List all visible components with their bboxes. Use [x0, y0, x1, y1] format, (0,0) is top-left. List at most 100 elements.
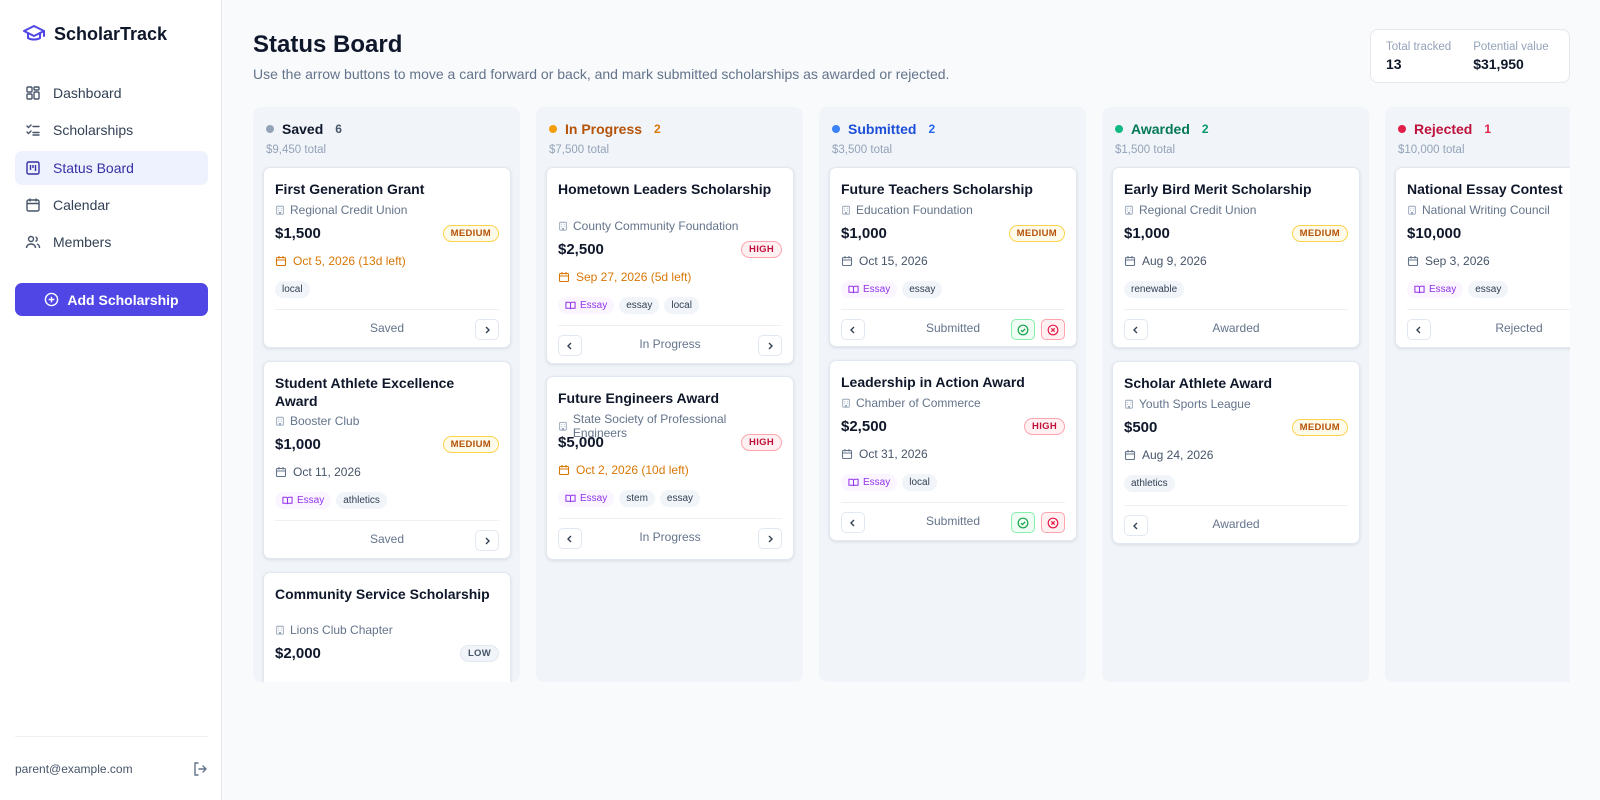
tag: local	[664, 297, 699, 314]
card-title: Early Bird Merit Scholarship	[1124, 181, 1312, 197]
chevron-left-icon	[1133, 326, 1138, 333]
status-dot	[1398, 125, 1406, 133]
sidebar-item-calendar[interactable]: Calendar	[15, 188, 208, 222]
scholarship-card[interactable]: Student Athlete Excellence Award Booster…	[263, 361, 511, 559]
card-amount-row: $1,000 MEDIUM	[1124, 225, 1348, 242]
chevron-left-icon	[850, 326, 855, 333]
card-title: Future Teachers Scholarship	[841, 181, 1033, 197]
scholarship-card[interactable]: Hometown Leaders Scholarship County Comm…	[546, 167, 794, 364]
sidebar-item-dashboard[interactable]: Dashboard	[15, 76, 208, 110]
card-status-label: Submitted	[925, 320, 981, 335]
calendar-icon	[841, 256, 853, 267]
tag: athletics	[1124, 475, 1175, 492]
card-status-label: Saved	[369, 531, 405, 546]
move-forward-button[interactable]	[758, 528, 782, 549]
mark-rejected-button[interactable]	[1041, 319, 1065, 340]
scholarship-card[interactable]: First Generation Grant Regional Credit U…	[263, 167, 511, 348]
stat-potential: Potential value $31,950	[1473, 41, 1548, 72]
card-title: Scholar Athlete Award	[1124, 375, 1273, 391]
card-title: Hometown Leaders Scholarship	[558, 181, 772, 197]
x-circle-icon	[1047, 517, 1059, 528]
move-forward-button[interactable]	[475, 530, 499, 551]
sidebar-item-scholarships[interactable]: Scholarships	[15, 113, 208, 147]
card-deadline: Oct 15, 2026	[841, 254, 1065, 268]
building-icon	[1408, 205, 1416, 215]
card-org: County Community Foundation	[558, 219, 782, 233]
column-count: 1	[1484, 122, 1492, 136]
column-awarded: Awarded 2 $1,500 total Early Bird Merit …	[1102, 107, 1369, 682]
scholarship-card[interactable]: National Essay Contest National Writing …	[1395, 167, 1570, 348]
sidebar-item-members[interactable]: Members	[15, 225, 208, 259]
book-icon	[565, 494, 576, 503]
move-back-button[interactable]	[1124, 515, 1148, 536]
move-back-button[interactable]	[1407, 319, 1431, 340]
priority-badge: MEDIUM	[442, 436, 499, 453]
chevron-left-icon	[850, 519, 855, 526]
mark-rejected-button[interactable]	[1041, 512, 1065, 533]
sidebar-item-status-board[interactable]: Status Board	[15, 150, 208, 185]
status-board: Saved 6 $9,450 total First Generation Gr…	[253, 107, 1570, 682]
scholarship-card[interactable]: Future Engineers Award State Society of …	[546, 376, 794, 560]
scholarship-card[interactable]: Community Service Scholarship Lions Club…	[263, 572, 511, 682]
book-icon	[848, 478, 859, 487]
page-subtitle: Use the arrow buttons to move a card for…	[253, 66, 950, 82]
move-forward-button[interactable]	[758, 335, 782, 356]
card-amount: $2,500	[558, 241, 604, 258]
card-title: Student Athlete Excellence Award	[275, 375, 455, 409]
sidebar-footer: parent@example.com	[15, 736, 208, 800]
move-back-button[interactable]	[841, 512, 865, 533]
card-status-label: Submitted	[925, 513, 981, 528]
mark-awarded-button[interactable]	[1011, 319, 1035, 340]
move-back-button[interactable]	[841, 319, 865, 340]
priority-badge: HIGH	[741, 434, 782, 451]
move-forward-button[interactable]	[475, 319, 499, 340]
calendar-icon	[26, 198, 40, 212]
add-scholarship-button[interactable]: Add Scholarship	[15, 283, 208, 316]
card-amount: $10,000	[1407, 225, 1462, 242]
card-org: Education Foundation	[841, 203, 1065, 217]
chevron-left-icon	[1133, 522, 1138, 529]
card-tags: Essay essay	[1407, 281, 1570, 298]
tag-essay: Essay	[275, 492, 332, 509]
stat-total-label: Total tracked	[1386, 41, 1452, 53]
mark-awarded-button[interactable]	[1011, 512, 1035, 533]
tag-essay: Essay	[841, 474, 898, 491]
card-tags: Essay local	[841, 474, 1065, 491]
column-title: Saved	[282, 121, 324, 137]
book-icon	[565, 301, 576, 310]
sidebar-nav: Dashboard Scholarships Status Board Cale…	[15, 76, 208, 262]
brand[interactable]: ScholarTrack	[22, 22, 167, 46]
card-org-name: Youth Sports League	[1139, 397, 1251, 411]
calendar-icon	[1407, 256, 1419, 267]
scholarship-card[interactable]: Early Bird Merit Scholarship Regional Cr…	[1112, 167, 1360, 348]
column-count: 2	[928, 122, 936, 136]
scholarship-card[interactable]: Scholar Athlete Award Youth Sports Leagu…	[1112, 361, 1360, 544]
tag: essay	[1468, 281, 1509, 298]
building-icon	[276, 625, 284, 635]
card-amount-row: $2,500 HIGH	[841, 418, 1065, 435]
tag-essay: Essay	[558, 297, 615, 314]
card-tags: renewable	[1124, 281, 1348, 298]
move-back-button[interactable]	[558, 335, 582, 356]
graduation-cap-icon	[23, 25, 45, 41]
scholarship-card[interactable]: Future Teachers Scholarship Education Fo…	[829, 167, 1077, 347]
calendar-icon	[275, 256, 287, 267]
building-icon	[559, 221, 567, 231]
column-total: $9,450 total	[266, 144, 327, 156]
building-icon	[559, 421, 567, 431]
scholarship-card[interactable]: Leadership in Action Award Chamber of Co…	[829, 360, 1077, 541]
logout-icon[interactable]	[192, 761, 208, 777]
card-title: Community Service Scholarship	[275, 586, 490, 602]
card-deadline: Oct 31, 2026	[841, 447, 1065, 461]
tag-essay: Essay	[558, 490, 615, 507]
chevron-right-icon	[768, 342, 773, 349]
card-deadline-text: Aug 9, 2026	[1142, 254, 1207, 268]
move-back-button[interactable]	[1124, 319, 1148, 340]
tag: renewable	[1124, 281, 1185, 298]
column-total: $3,500 total	[832, 144, 893, 156]
card-title: Leadership in Action Award	[841, 374, 1025, 390]
card-deadline: Oct 2, 2026 (10d left)	[558, 463, 782, 477]
building-icon	[842, 398, 850, 408]
move-back-button[interactable]	[558, 528, 582, 549]
priority-badge: MEDIUM	[442, 225, 499, 242]
